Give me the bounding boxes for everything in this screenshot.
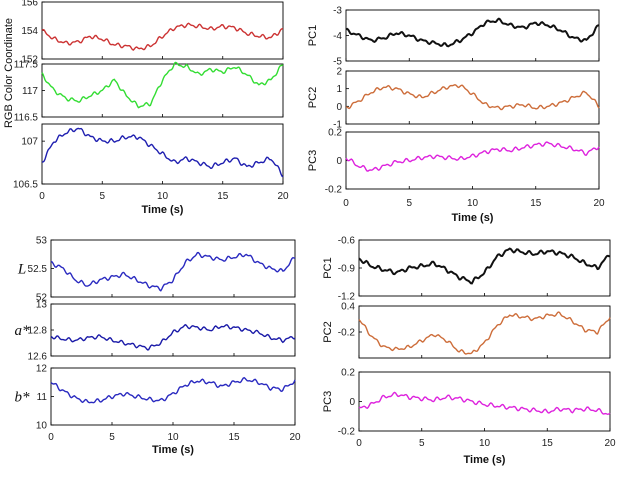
subplot-ylabel: b* (15, 390, 31, 406)
subplot-frame (358, 371, 611, 432)
y-tick-label: -1 (333, 120, 342, 131)
y-tick-label: 11 (37, 392, 48, 403)
subplot-frame (41, 63, 284, 118)
series-line (41, 61, 284, 109)
y-tick-label: 0.2 (328, 128, 342, 139)
subplot-frame (41, 1, 284, 60)
y-tick-label: 107 (21, 137, 38, 148)
series-line (50, 323, 296, 351)
x-tick-label: 15 (228, 432, 240, 443)
y-tick-label: -0.2 (338, 427, 356, 438)
y-tick-label: -3 (333, 6, 342, 17)
y-tick-label: 152 (21, 55, 38, 66)
y-tick-label: -5 (333, 57, 342, 68)
y-tick-label: 10 (36, 421, 48, 432)
subplot-ylabel: PC1 (307, 25, 319, 46)
x-tick-label: 20 (604, 438, 616, 449)
series-line (41, 127, 284, 178)
y-tick-label: -0.2 (338, 328, 356, 339)
y-tick-label: 0.2 (341, 368, 355, 379)
y-tick-label: 117.5 (14, 60, 39, 71)
x-tick-label: 0 (343, 198, 349, 209)
series-line (50, 376, 296, 404)
series-line (50, 251, 296, 292)
y-tick-label: 116.5 (14, 113, 39, 124)
subplot-frame (345, 70, 600, 125)
series-line (358, 391, 611, 416)
y-tick-label: 52.5 (28, 264, 48, 275)
x-tick-label: 10 (467, 198, 479, 209)
y-tick-label: -0.9 (338, 264, 356, 275)
subplot-frame (358, 239, 611, 297)
y-tick-label: 53 (36, 236, 48, 247)
series-line (345, 17, 600, 48)
x-tick-label: 5 (419, 438, 425, 449)
y-tick-label: 1 (336, 84, 342, 95)
y-tick-label: 52 (36, 293, 48, 304)
subplot-frame (50, 367, 296, 426)
y-tick-label: 0 (336, 102, 342, 113)
y-tick-label: 2 (336, 67, 342, 78)
subplot-ylabel: PC1 (322, 257, 334, 278)
y-tick-label: 12.6 (28, 352, 48, 363)
y-tick-label: -0.2 (325, 185, 343, 196)
y-tick-label: -1.2 (338, 292, 356, 303)
y-tick-label: 12.8 (28, 326, 48, 337)
x-tick-label: 15 (542, 438, 554, 449)
subplot-ylabel: PC2 (307, 87, 319, 108)
y-tick-label: 12 (36, 364, 48, 375)
subplot-frame (345, 131, 600, 190)
series-line (345, 141, 600, 172)
x-tick-label: 10 (157, 191, 169, 202)
y-tick-label: 154 (21, 26, 38, 37)
subplot-ylabel: L (17, 262, 26, 278)
x-tick-label: 5 (99, 191, 105, 202)
x-tick-label: 20 (277, 191, 289, 202)
series-line (41, 22, 284, 51)
y-tick-label: 0 (336, 156, 342, 167)
y-tick-label: 106.5 (13, 180, 38, 191)
x-tick-label: 5 (109, 432, 115, 443)
y-tick-label: 0.4 (341, 302, 355, 313)
series-line (358, 247, 610, 285)
x-tick-label: 10 (479, 438, 491, 449)
x-tick-label: 15 (530, 198, 542, 209)
x-tick-label: 20 (289, 432, 301, 443)
subplot-frame (41, 123, 284, 185)
x-axis-label: Time (s) (142, 204, 184, 216)
x-tick-label: 15 (217, 191, 229, 202)
x-axis-label: Time (s) (464, 454, 506, 466)
x-tick-label: 10 (167, 432, 179, 443)
x-axis-label: Time (s) (152, 444, 194, 456)
subplot-frame (50, 303, 296, 357)
x-tick-label: 5 (406, 198, 412, 209)
y-tick-label: 13 (36, 300, 48, 311)
y-tick-label: -0.6 (338, 236, 356, 247)
y-tick-label: 156 (21, 0, 38, 9)
series-line (358, 311, 611, 355)
y-tick-label: -4 (333, 31, 342, 42)
x-tick-label: 0 (39, 191, 45, 202)
y-tick-label: 0 (349, 397, 355, 408)
x-tick-label: 0 (356, 438, 362, 449)
series-line (345, 84, 600, 111)
subplot-ylabel: PC2 (322, 321, 334, 342)
x-axis-label: Time (s) (452, 212, 494, 224)
x-tick-label: 0 (48, 432, 54, 443)
y-tick-label: 117 (22, 86, 38, 97)
panel-top-left: 152 154 156 116.5 117 117.5 106.5 107 0 5 10 15 20 RG… (3, 0, 289, 216)
panel-ylabel: RGB Color Coordinate (3, 18, 15, 128)
subplot-ylabel: a* (15, 323, 31, 339)
subplot-ylabel: PC3 (307, 150, 319, 171)
subplot-frame (50, 239, 296, 298)
subplot-frame (358, 305, 611, 359)
subplot-ylabel: PC3 (322, 391, 334, 412)
x-tick-label: 20 (593, 198, 605, 209)
